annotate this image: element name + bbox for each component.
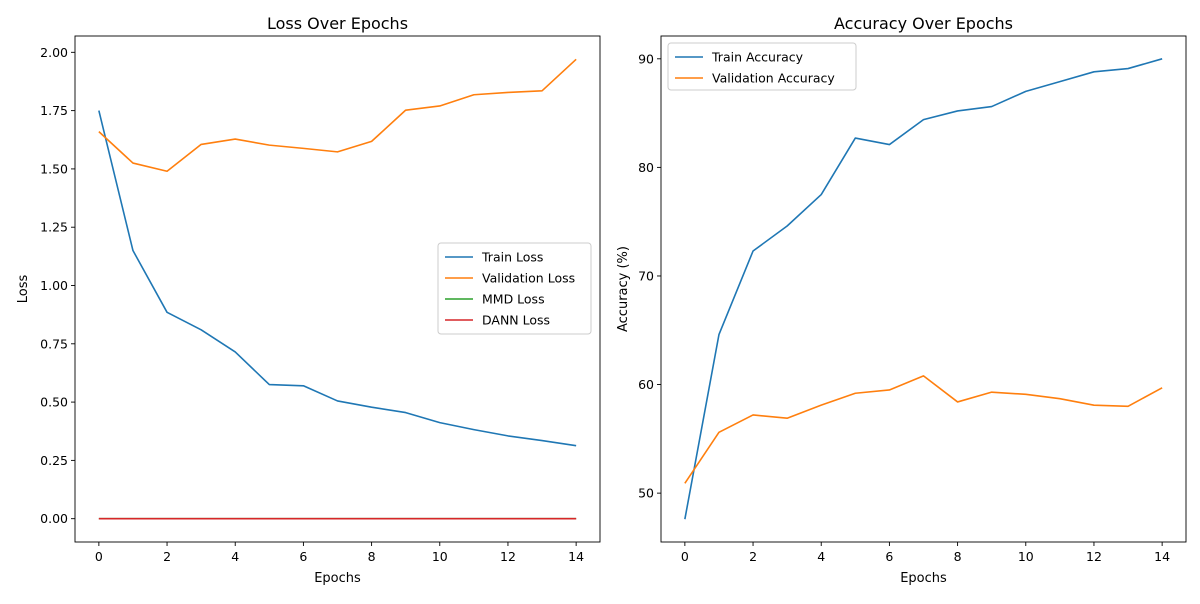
y-tick-label: 0.00 xyxy=(40,511,68,526)
y-tick-label: 1.00 xyxy=(40,278,68,293)
legend: Train Loss Validation Loss MMD Loss DANN Lo… xyxy=(437,242,592,335)
line-chart-loss: Loss Over Epochs 0 2 4 6 8 10 12 14 0.00 0.25 0.50 0… xyxy=(16,14,601,586)
legend-entry: DANN Loss xyxy=(482,313,550,328)
y-tick-label: 0.25 xyxy=(40,453,68,468)
x-tick-label: 14 xyxy=(1154,549,1170,564)
x-tick-label: 0 xyxy=(95,549,103,564)
plot-frame xyxy=(660,35,1187,543)
x-tick-label: 0 xyxy=(681,549,689,564)
legend-box xyxy=(437,242,592,335)
series-line-train-accuracy xyxy=(684,58,1163,520)
x-axis-label: Epochs xyxy=(900,571,947,586)
y-tick-label: 0.50 xyxy=(40,395,68,410)
chart-title: Accuracy Over Epochs xyxy=(834,14,1013,33)
y-tick-label: 50 xyxy=(638,486,654,501)
x-tick-label: 8 xyxy=(954,549,962,564)
x-tick-label: 4 xyxy=(817,549,825,564)
legend: Train Accuracy Validation Accuracy xyxy=(667,42,857,91)
y-tick-label: 0.75 xyxy=(40,336,68,351)
legend-entry: Validation Accuracy xyxy=(712,71,835,86)
x-axis-label: Epochs xyxy=(314,571,361,586)
y-tick-label: 1.50 xyxy=(40,161,68,176)
chart-title: Loss Over Epochs xyxy=(267,14,408,33)
x-tick-label: 6 xyxy=(885,549,893,564)
y-axis-label: Accuracy (%) xyxy=(616,246,631,332)
y-tick-label: 60 xyxy=(638,377,654,392)
legend-box xyxy=(667,42,857,91)
legend-entry: MMD Loss xyxy=(482,292,545,307)
x-tick-label: 2 xyxy=(163,549,171,564)
x-tick-label: 14 xyxy=(568,549,584,564)
x-tick-label: 6 xyxy=(299,549,307,564)
legend-entry: Train Loss xyxy=(481,250,543,265)
legend-entry: Train Accuracy xyxy=(711,50,804,65)
x-tick-label: 12 xyxy=(500,549,516,564)
series-line-validation-loss xyxy=(98,58,577,173)
y-tick-label: 1.75 xyxy=(40,103,68,118)
x-tick-label: 8 xyxy=(368,549,376,564)
x-tick-label: 2 xyxy=(749,549,757,564)
y-tick-label: 80 xyxy=(638,160,654,175)
legend-entry: Validation Loss xyxy=(482,271,575,286)
x-tick-label: 10 xyxy=(1018,549,1034,564)
series-line-validation-accuracy xyxy=(684,375,1163,484)
y-tick-label: 1.25 xyxy=(40,220,68,235)
x-tick-label: 4 xyxy=(231,549,239,564)
x-tick-label: 12 xyxy=(1086,549,1102,564)
y-tick-label: 70 xyxy=(638,268,654,283)
series-line-train-loss xyxy=(98,110,577,447)
y-axis-label: Loss xyxy=(16,275,31,304)
x-tick-label: 10 xyxy=(432,549,448,564)
plot-frame xyxy=(74,35,601,543)
line-chart-accuracy: Accuracy Over Epochs 0 2 4 6 8 10 12 14 50 60 70 80 9… xyxy=(616,14,1187,586)
y-tick-label: 2.00 xyxy=(40,45,68,60)
y-tick-label: 90 xyxy=(638,51,654,66)
